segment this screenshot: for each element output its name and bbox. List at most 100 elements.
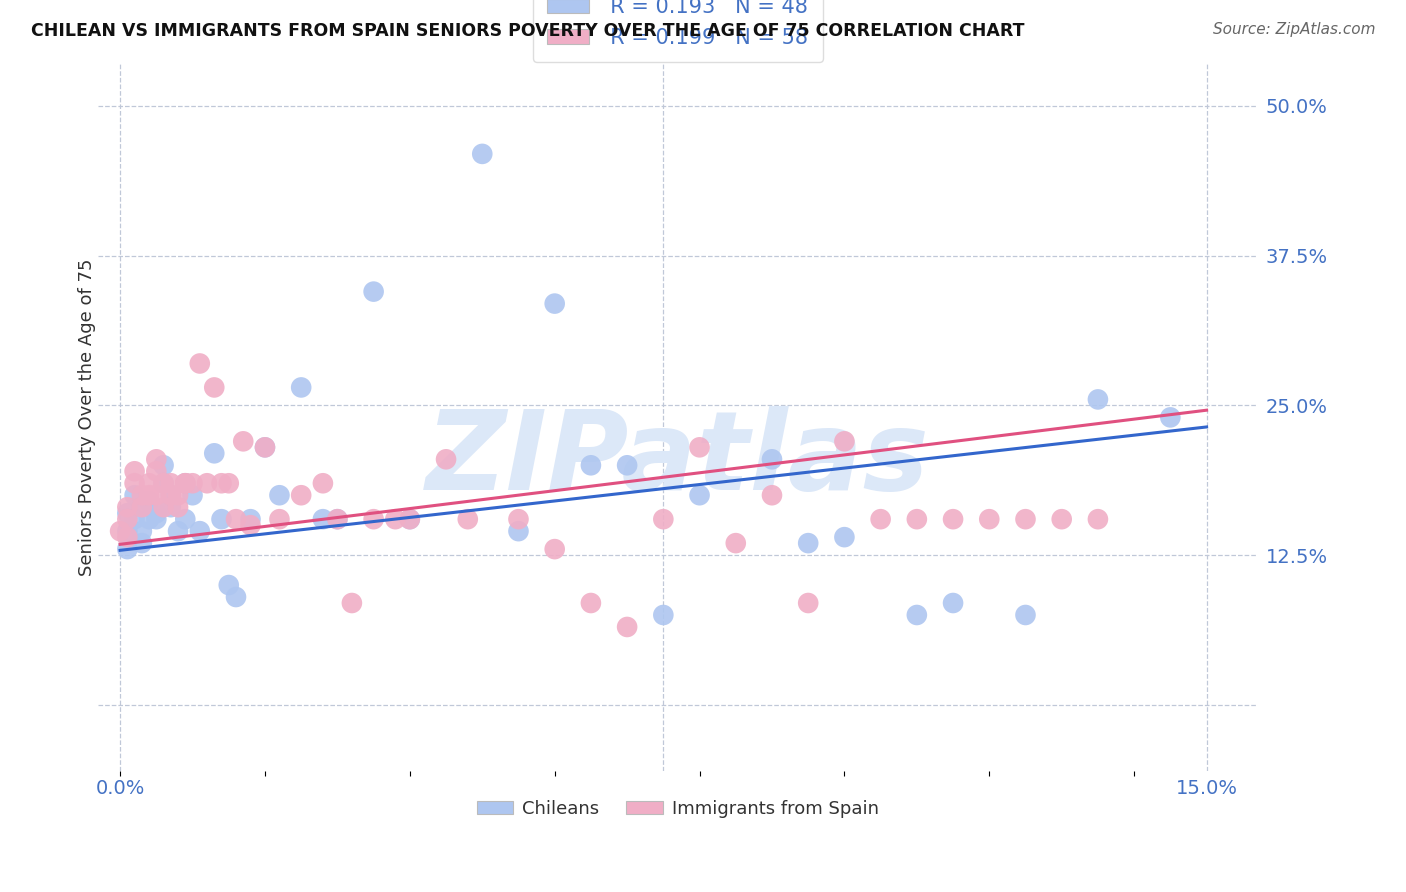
Point bbox=[761, 488, 783, 502]
Point bbox=[942, 596, 965, 610]
Point bbox=[181, 488, 204, 502]
Point bbox=[326, 512, 349, 526]
Point bbox=[167, 488, 190, 502]
Point bbox=[218, 476, 240, 491]
Point bbox=[1014, 512, 1036, 526]
Point bbox=[174, 476, 197, 491]
Point bbox=[384, 512, 406, 526]
Point bbox=[797, 596, 820, 610]
Point bbox=[239, 518, 262, 533]
Point bbox=[181, 476, 204, 491]
Point bbox=[159, 488, 181, 502]
Point bbox=[905, 607, 928, 622]
Point bbox=[834, 530, 856, 544]
Point bbox=[108, 524, 131, 538]
Point bbox=[152, 476, 174, 491]
Point bbox=[1014, 607, 1036, 622]
Point bbox=[159, 488, 181, 502]
Point bbox=[145, 512, 167, 526]
Point bbox=[145, 506, 167, 520]
Point bbox=[398, 512, 420, 526]
Point bbox=[124, 464, 146, 478]
Point bbox=[363, 512, 385, 526]
Point bbox=[218, 578, 240, 592]
Point bbox=[145, 452, 167, 467]
Point bbox=[117, 506, 139, 520]
Point bbox=[211, 512, 233, 526]
Y-axis label: Seniors Poverty Over the Age of 75: Seniors Poverty Over the Age of 75 bbox=[79, 259, 96, 576]
Point bbox=[326, 512, 349, 526]
Point bbox=[544, 542, 567, 557]
Point bbox=[616, 458, 638, 473]
Point bbox=[159, 476, 181, 491]
Point bbox=[202, 446, 225, 460]
Text: Source: ZipAtlas.com: Source: ZipAtlas.com bbox=[1212, 22, 1375, 37]
Point bbox=[979, 512, 1001, 526]
Point bbox=[188, 524, 211, 538]
Point bbox=[253, 440, 276, 454]
Text: CHILEAN VS IMMIGRANTS FROM SPAIN SENIORS POVERTY OVER THE AGE OF 75 CORRELATION : CHILEAN VS IMMIGRANTS FROM SPAIN SENIORS… bbox=[31, 22, 1025, 40]
Point bbox=[508, 512, 530, 526]
Point bbox=[117, 512, 139, 526]
Point bbox=[1159, 410, 1181, 425]
Point bbox=[652, 512, 675, 526]
Point bbox=[124, 488, 146, 502]
Point bbox=[167, 500, 190, 515]
Point bbox=[942, 512, 965, 526]
Point bbox=[131, 500, 153, 515]
Point bbox=[340, 596, 363, 610]
Point bbox=[471, 147, 494, 161]
Point bbox=[117, 530, 139, 544]
Point bbox=[398, 512, 420, 526]
Point bbox=[239, 512, 262, 526]
Point bbox=[174, 476, 197, 491]
Point bbox=[152, 458, 174, 473]
Point bbox=[869, 512, 891, 526]
Point bbox=[689, 488, 711, 502]
Point bbox=[138, 476, 160, 491]
Point bbox=[159, 500, 181, 515]
Point bbox=[131, 524, 153, 538]
Point bbox=[834, 434, 856, 449]
Point bbox=[579, 458, 602, 473]
Point bbox=[579, 596, 602, 610]
Point bbox=[138, 512, 160, 526]
Point bbox=[312, 512, 335, 526]
Point bbox=[117, 500, 139, 515]
Point bbox=[131, 500, 153, 515]
Point bbox=[457, 512, 479, 526]
Point bbox=[225, 512, 247, 526]
Point bbox=[290, 488, 312, 502]
Point bbox=[797, 536, 820, 550]
Point bbox=[253, 440, 276, 454]
Point bbox=[131, 488, 153, 502]
Point bbox=[724, 536, 747, 550]
Point bbox=[152, 476, 174, 491]
Point bbox=[174, 512, 197, 526]
Point bbox=[544, 296, 567, 310]
Point bbox=[616, 620, 638, 634]
Point bbox=[117, 542, 139, 557]
Point bbox=[138, 494, 160, 508]
Point bbox=[138, 488, 160, 502]
Text: ZIPatlas: ZIPatlas bbox=[426, 406, 929, 513]
Point bbox=[152, 500, 174, 515]
Point bbox=[188, 356, 211, 370]
Point bbox=[167, 524, 190, 538]
Point bbox=[195, 476, 218, 491]
Point bbox=[269, 512, 291, 526]
Point bbox=[363, 285, 385, 299]
Point bbox=[225, 590, 247, 604]
Point bbox=[174, 476, 197, 491]
Point bbox=[434, 452, 457, 467]
Point bbox=[145, 488, 167, 502]
Point bbox=[1087, 392, 1109, 407]
Point bbox=[124, 512, 146, 526]
Point bbox=[652, 607, 675, 622]
Point bbox=[131, 536, 153, 550]
Point bbox=[1087, 512, 1109, 526]
Point bbox=[232, 434, 254, 449]
Point bbox=[124, 476, 146, 491]
Point bbox=[211, 476, 233, 491]
Point bbox=[508, 524, 530, 538]
